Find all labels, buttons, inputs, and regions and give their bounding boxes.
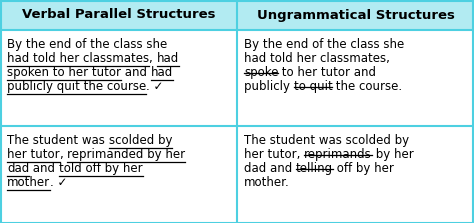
Text: told off by her: told off by her — [59, 162, 143, 175]
Text: to her tutor and: to her tutor and — [279, 66, 376, 79]
Text: had: had — [151, 66, 173, 79]
Text: publicly quit the course: publicly quit the course — [7, 80, 146, 93]
Text: . ✓: . ✓ — [146, 80, 164, 93]
Text: ,: , — [60, 148, 67, 161]
Text: reprimanded by her: reprimanded by her — [67, 148, 185, 161]
Text: scolded by: scolded by — [109, 134, 172, 147]
Text: off by her: off by her — [333, 162, 394, 175]
Text: and: and — [29, 162, 59, 175]
Text: had told her classmates: had told her classmates — [7, 52, 149, 65]
Text: The student was: The student was — [7, 134, 109, 147]
Text: spoken to her tutor: spoken to her tutor — [7, 66, 121, 79]
Text: the course.: the course. — [332, 80, 402, 93]
Text: spoke: spoke — [244, 66, 279, 79]
Text: telling: telling — [296, 162, 333, 175]
Text: publicly: publicly — [244, 80, 294, 93]
Text: mother.: mother. — [244, 176, 290, 189]
Text: by her: by her — [372, 148, 414, 161]
Text: ,: , — [149, 52, 156, 65]
Text: . ✓: . ✓ — [50, 176, 67, 189]
Text: her tutor,: her tutor, — [244, 148, 304, 161]
Text: to quit: to quit — [294, 80, 332, 93]
Text: reprimands: reprimands — [304, 148, 372, 161]
Text: By the end of the class she: By the end of the class she — [244, 38, 404, 51]
Text: had told her classmates,: had told her classmates, — [244, 52, 390, 65]
Text: The student was scolded by: The student was scolded by — [244, 134, 409, 147]
Bar — [0, 0, 474, 30]
Text: mother: mother — [7, 176, 50, 189]
Text: had: had — [156, 52, 179, 65]
Text: her tutor: her tutor — [7, 148, 60, 161]
Text: Ungrammatical Structures: Ungrammatical Structures — [256, 8, 455, 21]
Text: and: and — [121, 66, 151, 79]
Text: By the end of the class she: By the end of the class she — [7, 38, 167, 51]
Text: Verbal Parallel Structures: Verbal Parallel Structures — [22, 8, 215, 21]
Text: dad: dad — [7, 162, 29, 175]
Text: dad and: dad and — [244, 162, 296, 175]
